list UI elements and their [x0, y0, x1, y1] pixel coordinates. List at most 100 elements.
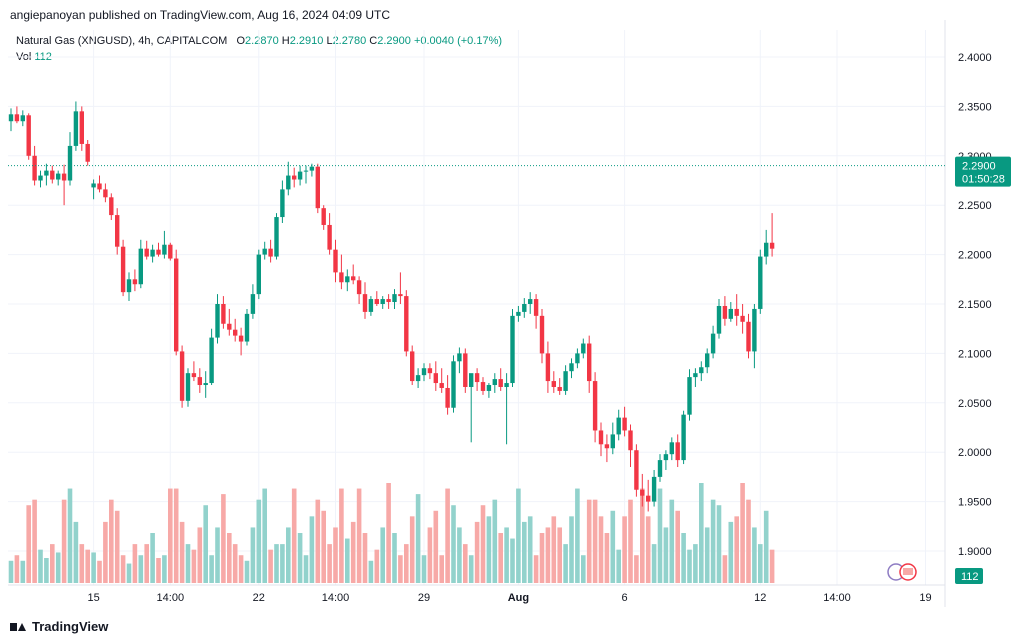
candle[interactable]	[374, 291, 379, 306]
candle[interactable]	[38, 170, 43, 188]
candle[interactable]	[528, 292, 533, 314]
candle[interactable]	[410, 345, 415, 386]
candle[interactable]	[427, 363, 433, 380]
candle[interactable]	[516, 305, 521, 322]
candle[interactable]	[274, 213, 279, 260]
candle[interactable]	[675, 434, 680, 468]
candle[interactable]	[522, 298, 527, 318]
candle[interactable]	[203, 371, 208, 398]
candle[interactable]	[268, 239, 273, 263]
candle[interactable]	[97, 175, 102, 193]
candle[interactable]	[421, 363, 427, 382]
candle[interactable]	[498, 368, 503, 391]
candle[interactable]	[474, 368, 480, 391]
candle[interactable]	[740, 304, 745, 334]
candle[interactable]	[758, 249, 763, 314]
candle[interactable]	[687, 369, 692, 421]
candle[interactable]	[575, 348, 580, 369]
candle[interactable]	[286, 161, 291, 196]
candle[interactable]	[292, 167, 297, 188]
candle[interactable]	[722, 296, 728, 326]
candle[interactable]	[457, 347, 462, 374]
candle[interactable]	[238, 327, 244, 356]
candle[interactable]	[604, 434, 610, 463]
candle[interactable]	[439, 368, 444, 393]
candle[interactable]	[734, 294, 739, 326]
candle[interactable]	[539, 308, 545, 364]
candle[interactable]	[150, 244, 155, 263]
candle[interactable]	[109, 193, 114, 221]
candle[interactable]	[362, 282, 368, 319]
candle[interactable]	[651, 469, 657, 507]
candle[interactable]	[138, 239, 143, 289]
candle[interactable]	[463, 348, 468, 393]
candle[interactable]	[557, 378, 562, 395]
candle[interactable]	[126, 272, 132, 302]
candle[interactable]	[545, 341, 551, 393]
candle[interactable]	[480, 377, 486, 395]
candle[interactable]	[8, 108, 14, 132]
candle[interactable]	[380, 296, 385, 309]
candle[interactable]	[120, 239, 126, 297]
candle[interactable]	[191, 361, 197, 382]
candle[interactable]	[398, 272, 403, 304]
candle[interactable]	[256, 249, 261, 300]
candle[interactable]	[156, 242, 161, 257]
candle[interactable]	[174, 249, 179, 356]
candle[interactable]	[179, 345, 185, 408]
candle[interactable]	[551, 371, 556, 393]
candle[interactable]	[746, 313, 751, 359]
candle[interactable]	[705, 348, 710, 374]
candle[interactable]	[634, 444, 639, 497]
candle[interactable]	[209, 328, 214, 386]
candle[interactable]	[404, 290, 409, 357]
economic-events[interactable]	[887, 563, 917, 581]
candle[interactable]	[321, 205, 326, 230]
candle[interactable]	[769, 213, 775, 257]
candle[interactable]	[250, 284, 256, 319]
candle[interactable]	[433, 361, 438, 391]
candle[interactable]	[415, 368, 421, 388]
candle[interactable]	[103, 183, 108, 203]
candle[interactable]	[162, 230, 167, 259]
candle[interactable]	[168, 242, 173, 261]
candle[interactable]	[469, 373, 474, 443]
candle[interactable]	[492, 373, 497, 393]
candle[interactable]	[657, 454, 663, 482]
candle[interactable]	[752, 304, 757, 369]
candle[interactable]	[581, 338, 586, 359]
candle[interactable]	[728, 302, 733, 322]
candle[interactable]	[693, 368, 698, 387]
candle[interactable]	[610, 422, 615, 455]
candle[interactable]	[592, 372, 598, 443]
candle[interactable]	[115, 208, 120, 255]
candle[interactable]	[262, 241, 267, 260]
candle[interactable]	[26, 113, 31, 160]
candle[interactable]	[79, 106, 84, 151]
candle[interactable]	[445, 375, 450, 415]
candle[interactable]	[392, 289, 397, 309]
candle[interactable]	[339, 254, 344, 290]
candle[interactable]	[587, 335, 592, 393]
candle[interactable]	[622, 406, 627, 437]
candle[interactable]	[663, 450, 669, 470]
candle[interactable]	[215, 294, 220, 344]
candle[interactable]	[563, 365, 568, 395]
candle[interactable]	[716, 299, 722, 339]
candle[interactable]	[144, 240, 149, 260]
candle[interactable]	[669, 437, 674, 461]
candle[interactable]	[73, 101, 79, 151]
candle[interactable]	[640, 473, 645, 507]
candle[interactable]	[386, 294, 391, 309]
candle[interactable]	[244, 308, 250, 346]
candle[interactable]	[91, 179, 96, 200]
candle[interactable]	[32, 145, 37, 186]
candle[interactable]	[368, 296, 374, 316]
candle[interactable]	[185, 368, 191, 407]
candle[interactable]	[646, 479, 651, 512]
candle[interactable]	[486, 383, 492, 398]
candle[interactable]	[20, 110, 25, 127]
candle[interactable]	[67, 132, 73, 186]
candle[interactable]	[44, 163, 49, 186]
